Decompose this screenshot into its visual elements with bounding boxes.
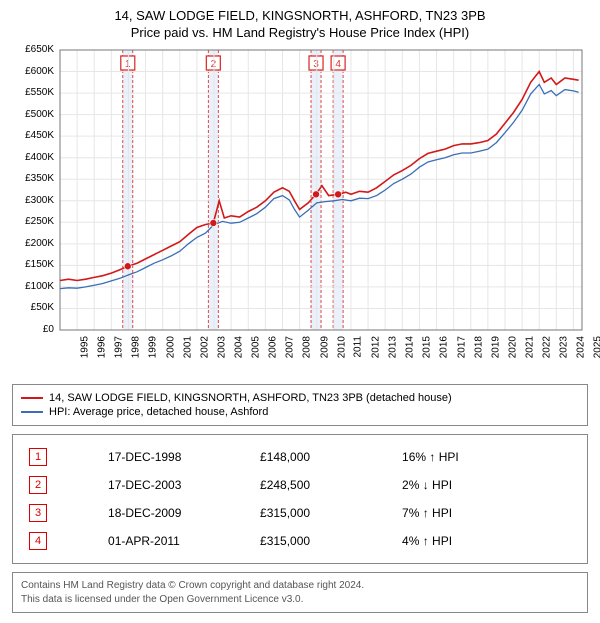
x-axis-label: 2021: [524, 336, 535, 358]
title-subtitle: Price paid vs. HM Land Registry's House …: [12, 25, 588, 40]
x-axis-label: 2018: [473, 336, 484, 358]
event-date: 01-APR-2011: [102, 527, 254, 555]
x-axis-label: 1995: [79, 336, 90, 358]
x-axis-label: 1996: [96, 336, 107, 358]
y-axis-label: £450K: [12, 130, 54, 141]
y-axis-label: £550K: [12, 87, 54, 98]
y-axis-label: £250K: [12, 216, 54, 227]
x-axis-label: 2022: [541, 336, 552, 358]
x-axis-label: 2024: [576, 336, 587, 358]
x-axis-label: 1997: [113, 336, 124, 358]
event-num-cell: 4: [23, 527, 102, 555]
y-axis-label: £400K: [12, 152, 54, 163]
y-axis-label: £650K: [12, 44, 54, 55]
legend: 14, SAW LODGE FIELD, KINGSNORTH, ASHFORD…: [12, 384, 588, 426]
x-axis-label: 2013: [387, 336, 398, 358]
legend-row-hpi: HPI: Average price, detached house, Ashf…: [21, 405, 579, 419]
event-price: £315,000: [254, 527, 396, 555]
x-axis-label: 2017: [456, 336, 467, 358]
legend-row-property: 14, SAW LODGE FIELD, KINGSNORTH, ASHFORD…: [21, 391, 579, 405]
y-axis-label: £0: [12, 324, 54, 335]
y-axis-label: £350K: [12, 173, 54, 184]
x-axis-label: 2008: [302, 336, 313, 358]
legend-label-hpi: HPI: Average price, detached house, Ashf…: [49, 406, 268, 418]
event-delta: 7% ↑ HPI: [396, 499, 577, 527]
event-marker-icon: 3: [29, 504, 47, 522]
event-num-cell: 3: [23, 499, 102, 527]
x-axis-label: 2001: [182, 336, 193, 358]
x-axis-label: 2005: [250, 336, 261, 358]
x-axis-label: 2007: [285, 336, 296, 358]
page-container: 14, SAW LODGE FIELD, KINGSNORTH, ASHFORD…: [0, 0, 600, 623]
legend-label-property: 14, SAW LODGE FIELD, KINGSNORTH, ASHFORD…: [49, 392, 452, 404]
x-axis-label: 1999: [148, 336, 159, 358]
event-marker-icon: 4: [29, 532, 47, 550]
y-axis-label: £200K: [12, 238, 54, 249]
x-axis-label: 2015: [422, 336, 433, 358]
footer: Contains HM Land Registry data © Crown c…: [12, 572, 588, 613]
y-axis-label: £300K: [12, 195, 54, 206]
x-axis-label: 2010: [336, 336, 347, 358]
x-axis-label: 2011: [352, 336, 363, 358]
event-row: 2 17-DEC-2003£248,5002% ↓ HPI: [23, 471, 577, 499]
x-axis-label: 2016: [439, 336, 450, 358]
event-delta: 16% ↑ HPI: [396, 443, 577, 471]
x-axis-label: 2020: [507, 336, 518, 358]
event-num-cell: 1: [23, 443, 102, 471]
y-axis-label: £500K: [12, 109, 54, 120]
y-axis-label: £50K: [12, 302, 54, 313]
svg-text:4: 4: [335, 59, 341, 70]
title-address: 14, SAW LODGE FIELD, KINGSNORTH, ASHFORD…: [12, 8, 588, 23]
event-marker-icon: 1: [29, 448, 47, 466]
x-axis-label: 2009: [319, 336, 330, 358]
x-axis-label: 2025: [593, 336, 600, 358]
event-price: £148,000: [254, 443, 396, 471]
x-axis-label: 2019: [490, 336, 501, 358]
event-row: 4 01-APR-2011£315,0004% ↑ HPI: [23, 527, 577, 555]
event-delta: 2% ↓ HPI: [396, 471, 577, 499]
y-axis-label: £600K: [12, 66, 54, 77]
events-table: 1 17-DEC-1998£148,00016% ↑ HPI 2 17-DEC-200…: [12, 434, 588, 564]
event-row: 3 18-DEC-2009£315,0007% ↑ HPI: [23, 499, 577, 527]
price-chart: 1234£0£50K£100K£150K£200K£250K£300K£350K…: [12, 46, 588, 376]
title-block: 14, SAW LODGE FIELD, KINGSNORTH, ASHFORD…: [12, 8, 588, 40]
footer-line2: This data is licensed under the Open Gov…: [21, 593, 579, 607]
legend-swatch-property: [21, 397, 43, 399]
event-date: 17-DEC-2003: [102, 471, 254, 499]
event-price: £315,000: [254, 499, 396, 527]
x-axis-label: 2002: [199, 336, 210, 358]
y-axis-label: £100K: [12, 281, 54, 292]
event-row: 1 17-DEC-1998£148,00016% ↑ HPI: [23, 443, 577, 471]
event-marker-icon: 2: [29, 476, 47, 494]
footer-line1: Contains HM Land Registry data © Crown c…: [21, 579, 579, 593]
x-axis-label: 2006: [268, 336, 279, 358]
x-axis-label: 2023: [558, 336, 569, 358]
x-axis-label: 2003: [216, 336, 227, 358]
x-axis-label: 2012: [370, 336, 381, 358]
event-date: 17-DEC-1998: [102, 443, 254, 471]
x-axis-label: 1998: [131, 336, 142, 358]
event-date: 18-DEC-2009: [102, 499, 254, 527]
event-price: £248,500: [254, 471, 396, 499]
y-axis-label: £150K: [12, 259, 54, 270]
x-axis-label: 2014: [404, 336, 415, 358]
x-axis-label: 2000: [165, 336, 176, 358]
event-num-cell: 2: [23, 471, 102, 499]
legend-swatch-hpi: [21, 411, 43, 413]
event-delta: 4% ↑ HPI: [396, 527, 577, 555]
x-axis-label: 2004: [233, 336, 244, 358]
